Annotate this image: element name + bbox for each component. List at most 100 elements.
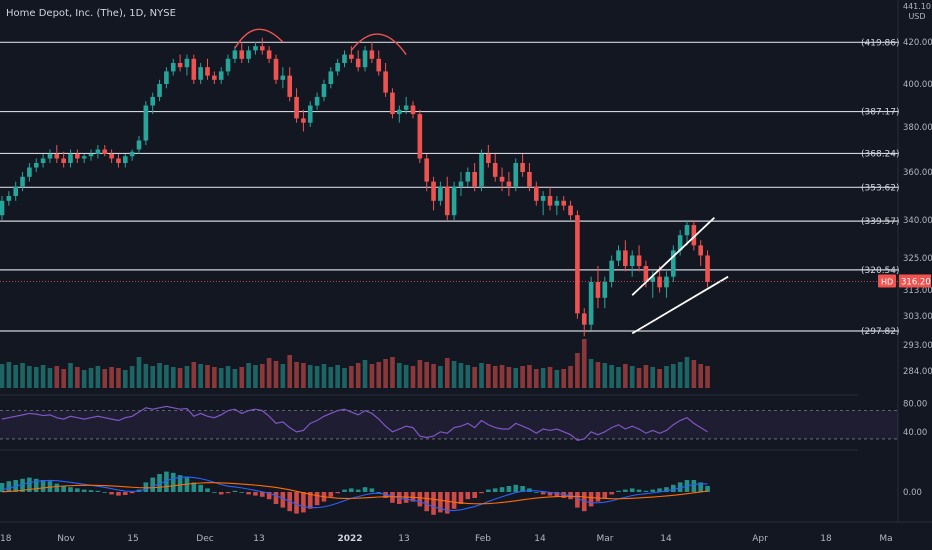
macd-hist-65 [444, 492, 450, 514]
candle-8 [54, 154, 60, 159]
volume-bar-87 [595, 362, 601, 388]
candle-70 [479, 154, 484, 187]
volume-bar-6 [40, 365, 46, 388]
x-tick-13: Ma [879, 534, 892, 544]
candle-7 [47, 154, 53, 159]
candle-102 [698, 245, 703, 256]
candle-21 [143, 105, 149, 141]
candle-69 [472, 172, 477, 187]
volume-bar-43 [294, 362, 299, 388]
level-label-5: (320.54) [861, 266, 900, 276]
candle-48 [328, 71, 334, 84]
macd-hist-11 [75, 488, 80, 492]
volume-bar-82 [561, 369, 566, 388]
price-tick-0: 420.00 [903, 38, 932, 48]
macd-hist-64 [438, 492, 443, 513]
currency-label: 441.10 USD [903, 2, 931, 22]
volume-bar-7 [47, 368, 53, 388]
macd-hist-80 [547, 492, 553, 496]
volume-bar-50 [342, 368, 347, 388]
price-tick-5: 325.00 [903, 254, 932, 264]
macd-hist-22 [150, 477, 155, 492]
volume-bar-92 [629, 366, 635, 388]
macd-hist-38 [260, 492, 265, 497]
macd-hist-68 [465, 492, 471, 500]
macd-hist-6 [40, 480, 46, 492]
candle-53 [362, 50, 368, 68]
candle-1 [6, 196, 12, 201]
candle-66 [451, 186, 457, 216]
candle-57 [390, 92, 395, 115]
macd-line [1, 476, 708, 512]
volume-bar-17 [116, 368, 121, 388]
volume-bar-31 [212, 367, 217, 388]
macd-hist-102 [698, 482, 703, 492]
channel-lower-line [631, 275, 729, 335]
x-tick-8: 14 [534, 534, 546, 544]
macd-hist-30 [205, 488, 210, 492]
candle-79 [540, 196, 546, 201]
volume-bar-40 [273, 361, 279, 388]
volume-bar-37 [253, 365, 258, 388]
volume-bar-91 [623, 364, 628, 388]
volume-bar-3 [20, 363, 25, 388]
macd-hist-90 [616, 490, 621, 492]
macd-hist-14 [95, 490, 101, 492]
macd-hist-40 [273, 492, 279, 504]
volume-bar-80 [547, 367, 553, 388]
candle-76 [520, 163, 525, 172]
macd-hist-55 [376, 492, 382, 493]
candle-14 [95, 149, 101, 154]
macd-hist-63 [431, 492, 436, 515]
volume-bar-94 [643, 365, 649, 388]
volume-bar-57 [390, 357, 395, 388]
candle-83 [568, 205, 573, 216]
macd-hist-7 [47, 481, 53, 492]
macd-hist-56 [383, 492, 388, 498]
candle-28 [191, 58, 197, 80]
volume-bar-96 [657, 369, 662, 388]
candle-75 [513, 163, 519, 187]
macd-hist-10 [68, 487, 73, 492]
candle-25 [170, 63, 176, 72]
candle-84 [575, 215, 580, 314]
candle-51 [349, 54, 354, 59]
volume-bar-33 [225, 366, 231, 388]
volume-bar-101 [691, 360, 697, 388]
macd-hist-25 [170, 472, 176, 492]
macd-hist-26 [177, 475, 183, 492]
macd-hist-19 [129, 492, 135, 494]
level-label-1: (387.17) [861, 108, 900, 118]
candle-6 [40, 158, 46, 163]
macd-hist-4 [27, 477, 32, 492]
candle-92 [629, 255, 635, 266]
volume-bar-30 [205, 365, 210, 388]
macd-hist-99 [677, 482, 683, 492]
candle-5 [33, 163, 39, 168]
last-price-symbol: HD [881, 277, 893, 286]
level-label-4: (339.57) [861, 217, 900, 227]
candle-32 [218, 71, 224, 80]
volume-bar-42 [287, 355, 292, 388]
volume-bar-63 [431, 364, 436, 388]
volume-bar-34 [232, 369, 238, 388]
candle-33 [225, 58, 231, 72]
candle-35 [239, 50, 245, 59]
volume-bar-97 [664, 366, 669, 388]
volume-bar-95 [650, 367, 656, 388]
volume-bar-73 [499, 365, 505, 388]
candle-16 [109, 154, 114, 159]
macd-hist-28 [191, 482, 197, 492]
last-price-symbol-box [878, 274, 896, 288]
candle-67 [458, 181, 464, 187]
volume-bar-39 [266, 358, 272, 388]
candle-100 [684, 225, 690, 236]
macd-hist-71 [486, 489, 491, 492]
volume-bar-46 [314, 366, 320, 388]
macd-hist-23 [157, 474, 162, 492]
candle-93 [636, 255, 642, 266]
candle-88 [602, 282, 608, 298]
volume-bar-89 [609, 365, 614, 388]
